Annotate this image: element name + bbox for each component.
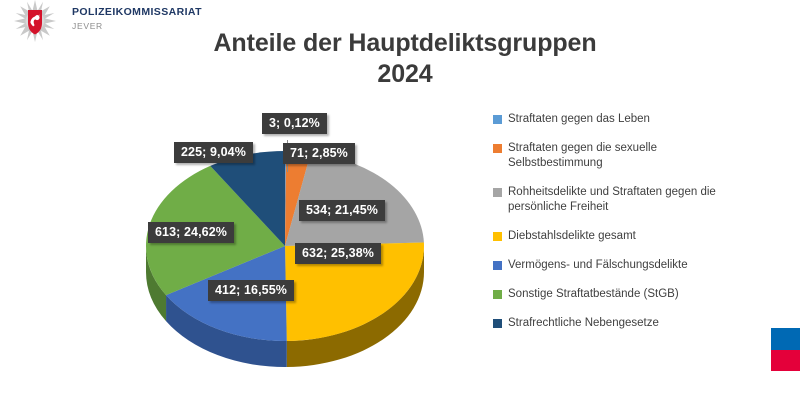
legend-item-sexuelle-selbstbestimmung[interactable]: Straftaten gegen die sexuelle Selbstbest… [493,141,793,171]
data-label-nebengesetze: 225; 9,04% [174,142,253,163]
pie-top-faces [145,151,424,341]
brand-text: POLIZEIKOMMISSARIAT JEVER [72,6,202,32]
legend-label: Sonstige Straftatbestände (StGB) [508,288,679,300]
pie-slice-1[interactable] [285,151,311,246]
pie-slice-3[interactable] [285,242,424,341]
legend-item-sonstige-straftatbestaende[interactable]: Sonstige Straftatbestände (StGB) [493,287,793,302]
accent-flag-top [771,328,800,350]
pie-slice-0[interactable] [285,151,287,246]
data-label-diebstahl: 632; 25,38% [295,243,381,264]
title-line-1: Anteile der Hauptdeliktsgruppen [213,29,597,57]
legend-swatch-icon [493,115,502,124]
legend-label: Rohheitsdelikte und Straftaten gegen die… [508,186,716,213]
pie-slice-side [286,246,424,367]
legend-item-rohheitsdelikte[interactable]: Rohheitsdelikte und Straftaten gegen die… [493,185,793,215]
chart-legend: Straftaten gegen das Leben Straftaten ge… [493,112,793,345]
pie-slice-side [166,295,287,367]
title-line-2: 2024 [377,60,433,88]
pie-slice-side [146,246,167,322]
legend-label: Diebstahlsdelikte gesamt [508,230,636,242]
pie-slice-6[interactable] [210,151,285,246]
legend-swatch-icon [493,188,502,197]
accent-flag-bottom [771,349,800,371]
data-label-vermoegen: 412; 16,55% [208,280,294,301]
pie-3d-sides [146,246,424,367]
data-label-sonstige: 613; 24,62% [148,222,234,243]
brand-subtitle: JEVER [72,21,103,31]
accent-flag-block [771,328,800,371]
pie-chart [140,128,430,373]
legend-swatch-icon [493,290,502,299]
brand-title: POLIZEIKOMMISSARIAT [72,6,202,18]
data-label-leben: 3; 0,12% [262,113,327,134]
legend-label: Straftaten gegen die sexuelle Selbstbest… [508,142,657,169]
legend-swatch-icon [493,261,502,270]
legend-swatch-icon [493,319,502,328]
legend-item-strafrechtliche-nebengesetze[interactable]: Strafrechtliche Nebengesetze [493,316,793,331]
legend-label: Strafrechtliche Nebengesetze [508,317,659,329]
legend-label: Straftaten gegen das Leben [508,113,650,125]
police-star-badge-icon [14,0,56,42]
data-label-sexuelle: 71; 2,85% [283,143,355,164]
legend-item-leben[interactable]: Straftaten gegen das Leben [493,112,793,127]
legend-swatch-icon [493,232,502,241]
legend-swatch-icon [493,144,502,153]
legend-item-vermoegensdelikte[interactable]: Vermögens- und Fälschungsdelikte [493,258,793,273]
brand-header: POLIZEIKOMMISSARIAT JEVER [0,0,300,46]
page-title: Anteile der Hauptdeliktsgruppen 2024 [120,28,690,90]
legend-label: Vermögens- und Fälschungsdelikte [508,259,688,271]
data-label-rohheit: 534; 21,45% [299,200,385,221]
pie-slice-2[interactable] [285,152,424,246]
pie-chart-svg [145,151,424,367]
legend-item-diebstahlsdelikte[interactable]: Diebstahlsdelikte gesamt [493,229,793,244]
